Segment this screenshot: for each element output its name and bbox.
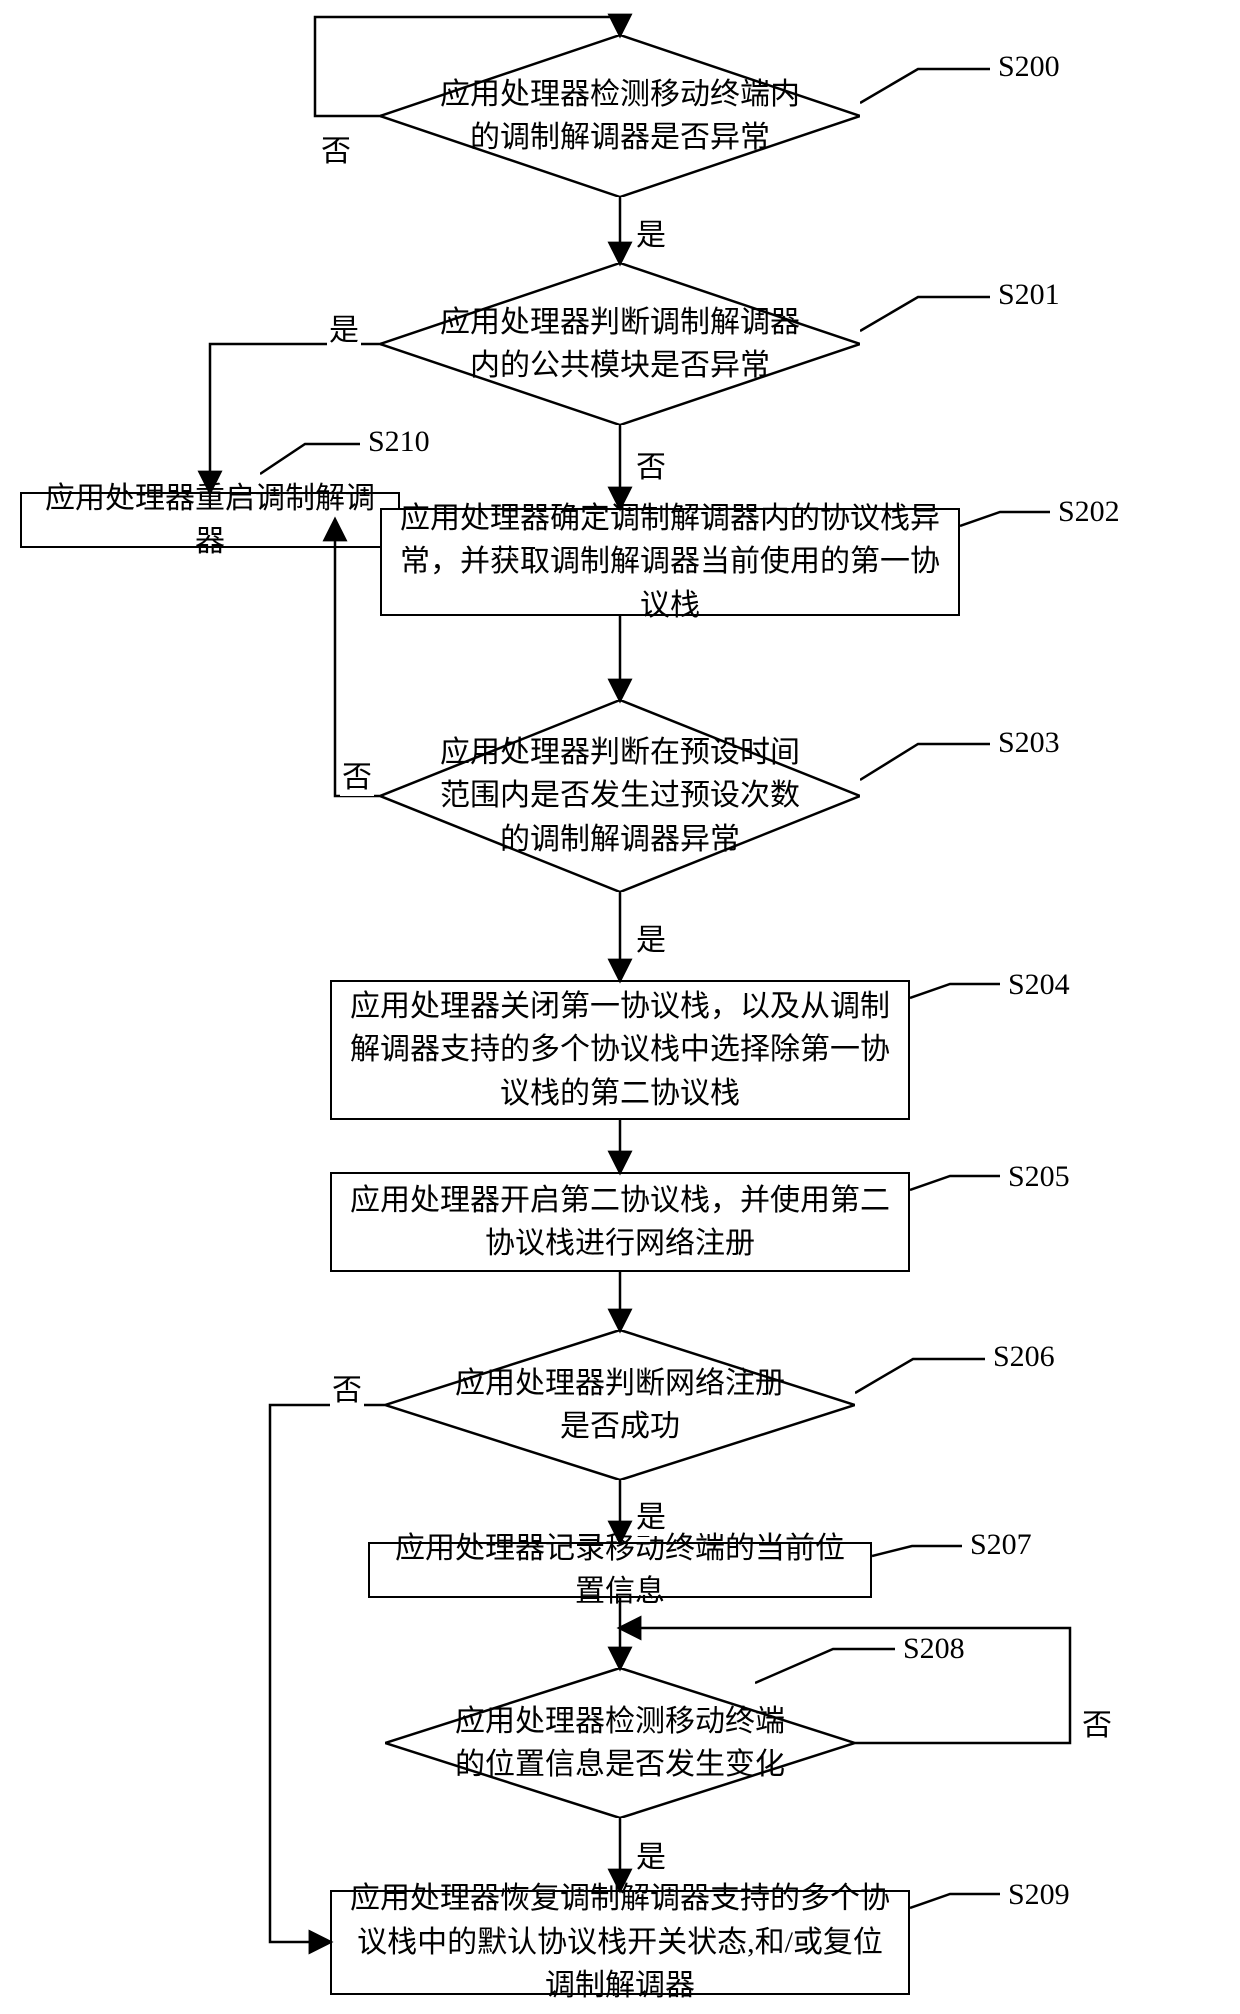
label-s203: S203 <box>998 726 1060 760</box>
label-s206: S206 <box>993 1340 1055 1374</box>
edge-s208-yes: 是 <box>634 1832 668 1876</box>
lead-s207 <box>872 1542 962 1571</box>
node-s208-text: 应用处理器检测移动终端的位置信息是否发生变化 <box>445 1700 795 1787</box>
node-s204-text: 应用处理器关闭第一协议栈，以及从调制解调器支持的多个协议栈中选择除第一协议栈的第… <box>344 985 896 1116</box>
label-s200: S200 <box>998 50 1060 84</box>
node-s203: 应用处理器判断在预设时间范围内是否发生过预设次数的调制解调器异常 <box>380 700 860 892</box>
label-s201: S201 <box>998 278 1060 312</box>
lead-s205 <box>910 1172 1000 1207</box>
node-s205: 应用处理器开启第二协议栈，并使用第二协议栈进行网络注册 <box>330 1172 910 1272</box>
node-s209-text: 应用处理器恢复调制解调器支持的多个协议栈中的默认协议栈开关状态,和/或复位调制解… <box>344 1877 896 2008</box>
lead-s200 <box>860 65 990 110</box>
node-s200: 应用处理器检测移动终端内的调制解调器是否异常 <box>380 35 860 197</box>
node-s206-text: 应用处理器判断网络注册是否成功 <box>445 1362 795 1449</box>
label-s202: S202 <box>1058 495 1120 529</box>
node-s202: 应用处理器确定调制解调器内的协议栈异常，并获取调制解调器当前使用的第一协议栈 <box>380 508 960 616</box>
node-s208: 应用处理器检测移动终端的位置信息是否发生变化 <box>385 1668 855 1818</box>
node-s203-text: 应用处理器判断在预设时间范围内是否发生过预设次数的调制解调器异常 <box>430 731 810 862</box>
edge-s203-no: 否 <box>340 752 374 796</box>
node-s210: 应用处理器重启调制解调器 <box>20 492 400 548</box>
lead-s206 <box>855 1355 985 1400</box>
label-s207: S207 <box>970 1528 1032 1562</box>
lead-s201 <box>860 293 990 338</box>
node-s210-text: 应用处理器重启调制解调器 <box>34 477 386 564</box>
lead-s208 <box>755 1645 895 1690</box>
edge-s200-yes: 是 <box>634 210 668 254</box>
lead-s204 <box>910 980 1000 1015</box>
node-s207: 应用处理器记录移动终端的当前位置信息 <box>368 1542 872 1598</box>
flowchart-canvas: 应用处理器检测移动终端内的调制解调器是否异常 S200 应用处理器判断调制解调器… <box>0 0 1240 2014</box>
node-s209: 应用处理器恢复调制解调器支持的多个协议栈中的默认协议栈开关状态,和/或复位调制解… <box>330 1890 910 1995</box>
node-s206: 应用处理器判断网络注册是否成功 <box>385 1330 855 1480</box>
edge-s201-no: 否 <box>634 442 668 486</box>
lead-s203 <box>860 740 990 787</box>
node-s207-text: 应用处理器记录移动终端的当前位置信息 <box>382 1527 858 1614</box>
label-s204: S204 <box>1008 968 1070 1002</box>
lead-s202 <box>960 508 1050 543</box>
edge-s203-yes: 是 <box>634 915 668 959</box>
node-s204: 应用处理器关闭第一协议栈，以及从调制解调器支持的多个协议栈中选择除第一协议栈的第… <box>330 980 910 1120</box>
label-s208: S208 <box>903 1632 965 1666</box>
label-s209: S209 <box>1008 1878 1070 1912</box>
node-s200-text: 应用处理器检测移动终端内的调制解调器是否异常 <box>440 73 800 160</box>
label-s205: S205 <box>1008 1160 1070 1194</box>
node-s201-text: 应用处理器判断调制解调器内的公共模块是否异常 <box>440 301 800 388</box>
edge-s206-no: 否 <box>330 1365 364 1409</box>
edge-s206-yes: 是 <box>634 1492 668 1536</box>
edge-s208-no: 否 <box>1080 1700 1114 1744</box>
edge-s200-no: 否 <box>319 126 353 170</box>
edge-s201-yes: 是 <box>327 305 361 349</box>
node-s201: 应用处理器判断调制解调器内的公共模块是否异常 <box>380 263 860 425</box>
lead-s210 <box>260 440 360 483</box>
lead-s209 <box>910 1890 1000 1925</box>
label-s210: S210 <box>368 425 430 459</box>
node-s202-text: 应用处理器确定调制解调器内的协议栈异常，并获取调制解调器当前使用的第一协议栈 <box>394 497 946 628</box>
node-s205-text: 应用处理器开启第二协议栈，并使用第二协议栈进行网络注册 <box>344 1179 896 1266</box>
